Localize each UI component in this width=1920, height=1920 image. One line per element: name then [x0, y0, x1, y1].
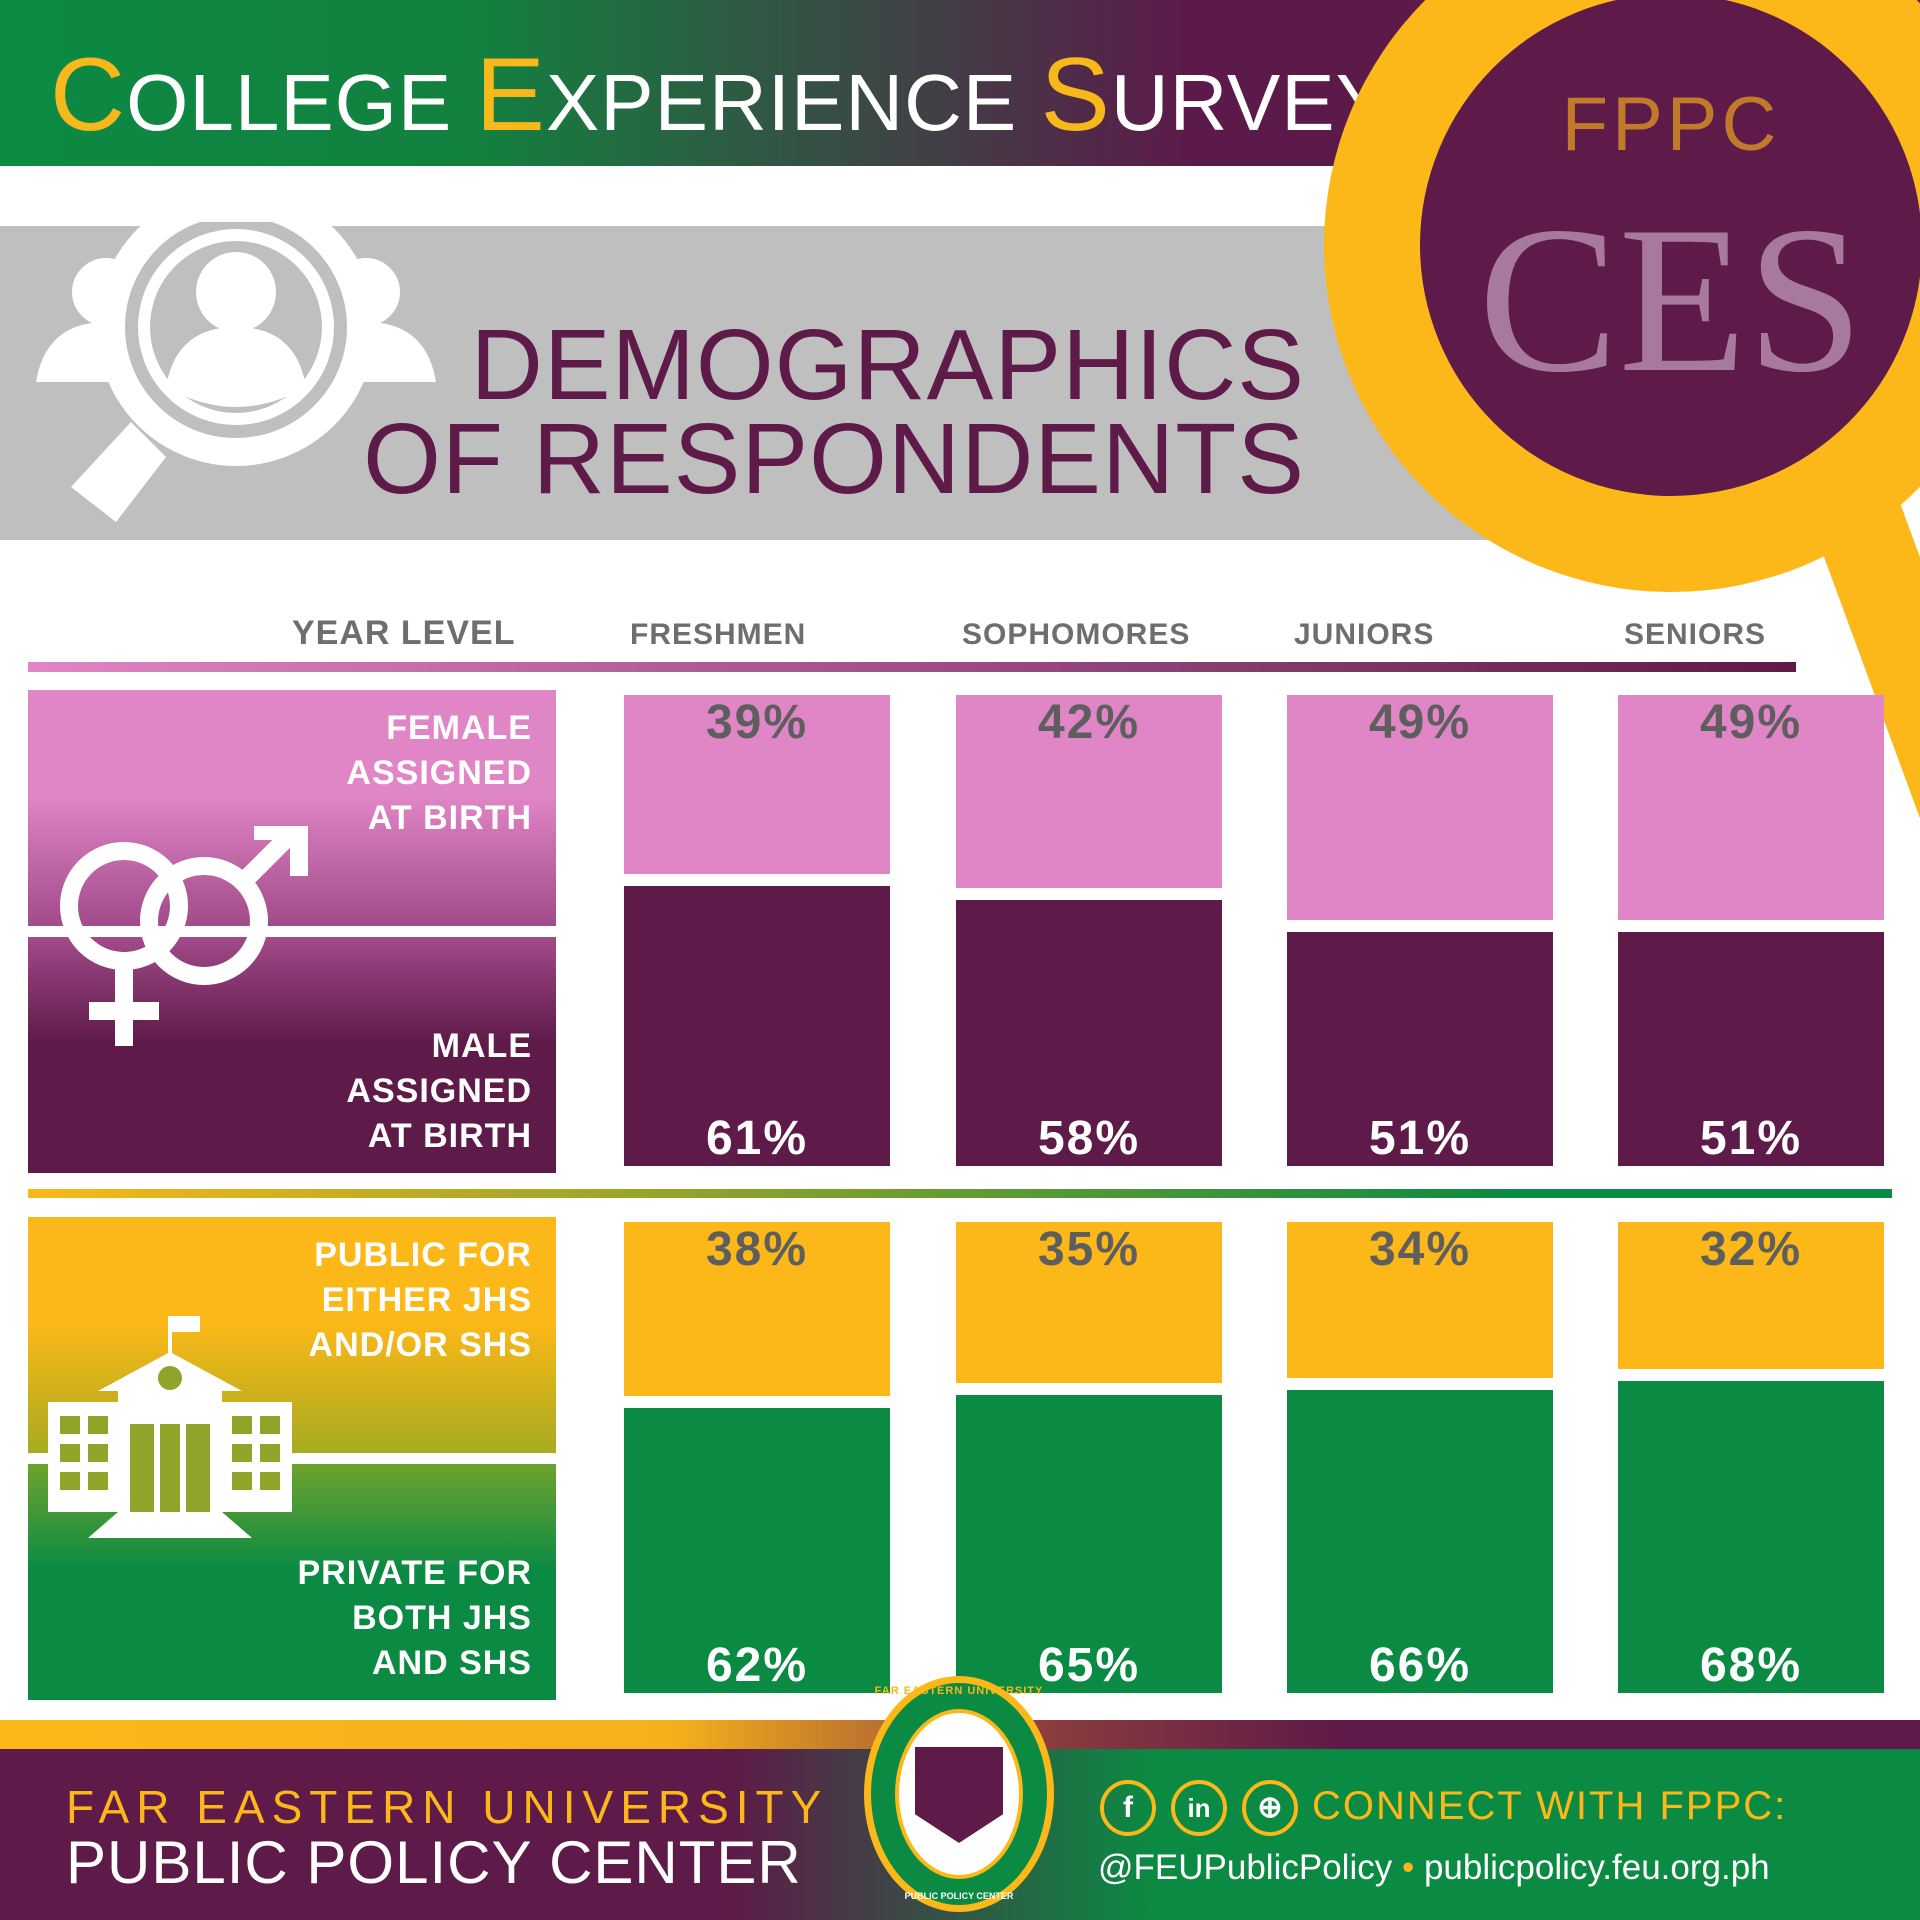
title-word: XPERIENCE	[545, 58, 1041, 147]
title-word: OLLEGE	[126, 58, 476, 147]
public-panel: PUBLIC FOR EITHER JHS AND/OR SHS	[28, 1217, 556, 1453]
section-divider	[28, 1189, 1892, 1198]
magnifier-handle	[1797, 454, 1920, 819]
percent-label: 66%	[1368, 1639, 1472, 1692]
logo-fppc: FPPC	[1562, 82, 1781, 167]
gender-symbol-icon	[60, 826, 308, 1046]
section-title-line: OF RESPONDENTS	[363, 403, 1305, 515]
percent-label: 61%	[705, 1112, 809, 1165]
title-initial: S	[1040, 37, 1111, 153]
section-title-line: DEMOGRAPHICS	[470, 309, 1305, 421]
year-level-label: YEAR LEVEL	[292, 614, 516, 652]
private-bar-freshmen: 62%	[624, 1408, 890, 1693]
header-divider	[28, 662, 1796, 672]
feu-seal: FAR EASTERN UNIVERSITY PUBLIC POLICY CEN…	[864, 1676, 1054, 1912]
percent-label: 62%	[705, 1639, 809, 1692]
percent-label: 58%	[1037, 1112, 1141, 1165]
connect-label: CONNECT WITH FPPC:	[1312, 1784, 1788, 1828]
school-building-icon	[48, 1316, 292, 1538]
private-bar-seniors: 68%	[1618, 1381, 1884, 1693]
percent-label: 49%	[1368, 696, 1472, 749]
public-bar-sophomores: 35%	[956, 1222, 1222, 1383]
female-bar-seniors: 49%	[1618, 695, 1884, 920]
private-label: PRIVATE FOR BOTH JHS AND SHS	[297, 1554, 532, 1682]
globe-icon[interactable]: ⊕	[1242, 1780, 1298, 1836]
percent-label: 68%	[1699, 1639, 1803, 1692]
percent-label: 38%	[705, 1223, 809, 1276]
bullet: •	[1401, 1848, 1415, 1887]
linkedin-icon[interactable]: in	[1171, 1780, 1227, 1836]
website-link[interactable]: publicpolicy.feu.org.ph	[1423, 1848, 1770, 1887]
public-label: PUBLIC FOR EITHER JHS AND/OR SHS	[308, 1236, 532, 1364]
male-bar-freshmen: 61%	[624, 886, 890, 1166]
male-bar-juniors: 51%	[1287, 932, 1553, 1166]
logo-circle	[1420, 0, 1920, 496]
seal-text-top: FAR EASTERN UNIVERSITY	[874, 1685, 1044, 1697]
female-bar-freshmen: 39%	[624, 695, 890, 874]
public-bar-juniors: 34%	[1287, 1222, 1553, 1378]
male-bar-seniors: 51%	[1618, 932, 1884, 1166]
percent-label: 34%	[1368, 1223, 1472, 1276]
female-panel: FEMALE ASSIGNED AT BIRTH	[28, 690, 556, 926]
private-bar-juniors: 66%	[1287, 1390, 1553, 1693]
main-title: COLLEGE EXPERIENCE SURVEY	[50, 36, 1390, 155]
percent-label: 51%	[1368, 1112, 1472, 1165]
public-bar-freshmen: 38%	[624, 1222, 890, 1396]
female-bar-sophomores: 42%	[956, 695, 1222, 888]
percent-label: 35%	[1037, 1223, 1141, 1276]
column-header: SOPHOMORES	[962, 618, 1191, 651]
seal-text-bottom: PUBLIC POLICY CENTER	[904, 1891, 1014, 1901]
percent-label: 39%	[705, 696, 809, 749]
search-people-icon	[36, 222, 436, 522]
org-name-line1: FAR EASTERN UNIVERSITY	[66, 1781, 829, 1833]
percent-label: 32%	[1699, 1223, 1803, 1276]
org-name-line2: PUBLIC POLICY CENTER	[66, 1829, 802, 1896]
column-header: SENIORS	[1624, 618, 1767, 651]
logo-ces: CES	[1478, 184, 1863, 416]
percent-label: 51%	[1699, 1112, 1803, 1165]
column-header: FRESHMEN	[630, 618, 807, 651]
male-label: MALE ASSIGNED AT BIRTH	[346, 1027, 532, 1155]
male-bar-sophomores: 58%	[956, 900, 1222, 1166]
private-bar-sophomores: 65%	[956, 1395, 1222, 1693]
section-title: DEMOGRAPHICS OF RESPONDENTS	[0, 309, 1305, 515]
contact-line: @FEUPublicPolicy • publicpolicy.feu.org.…	[1098, 1848, 1770, 1888]
female-label: FEMALE ASSIGNED AT BIRTH	[346, 709, 532, 837]
column-header: JUNIORS	[1294, 618, 1435, 651]
magnifier-logo: FPPC CES	[1324, 0, 1920, 819]
percent-label: 65%	[1037, 1639, 1141, 1692]
facebook-icon[interactable]: f	[1100, 1780, 1156, 1836]
public-bar-seniors: 32%	[1618, 1222, 1884, 1369]
percent-label: 49%	[1699, 696, 1803, 749]
social-handle-link[interactable]: @FEUPublicPolicy	[1098, 1848, 1393, 1887]
female-bar-juniors: 49%	[1287, 695, 1553, 920]
title-initial: E	[475, 37, 546, 153]
title-initial: C	[50, 37, 127, 153]
title-word: URVEY	[1110, 58, 1391, 147]
percent-label: 42%	[1037, 696, 1141, 749]
